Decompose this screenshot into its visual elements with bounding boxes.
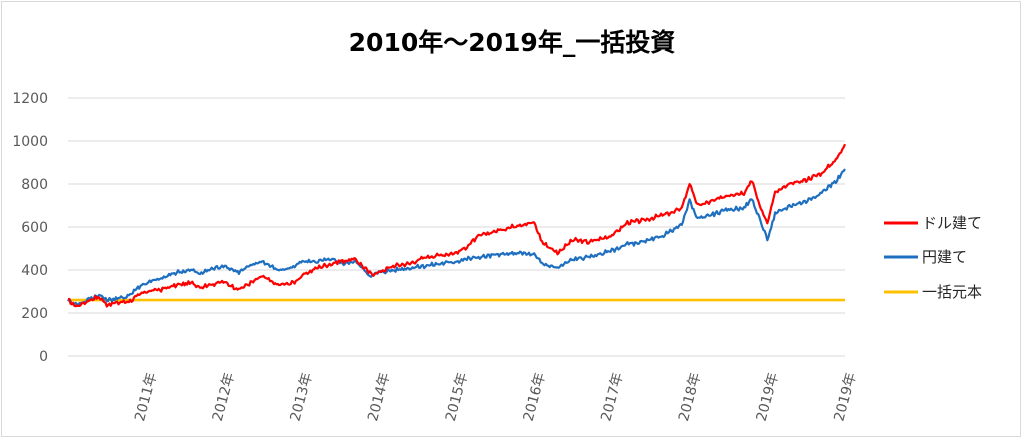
y-tick-label: 1200 (12, 91, 48, 107)
legend-label-dollar: ドル建て (922, 214, 982, 232)
x-axis: 2011年 2012年 2013年 2014年 2015年 2016年 2017年 2018年… (132, 371, 860, 423)
y-tick-label: 600 (21, 220, 48, 236)
x-tick-label: 2016年 (521, 371, 549, 423)
y-axis: 0 200 400 600 800 1000 1200 (12, 91, 48, 365)
x-tick-label: 2017年 (598, 371, 626, 423)
y-tick-label: 400 (21, 263, 48, 279)
legend-label-principal: 一括元本 (922, 283, 982, 301)
y-tick-label: 800 (21, 177, 48, 193)
x-tick-label: 2012年 (210, 371, 238, 423)
y-tick-label: 200 (21, 306, 48, 322)
x-tick-label: 2013年 (288, 371, 316, 423)
x-tick-label: 2019年 (831, 371, 859, 423)
grid-layer (68, 97, 845, 357)
legend-label-yen: 円建て (922, 248, 967, 266)
x-tick-label: 2018年 (676, 371, 704, 423)
series-line-dollar (67, 143, 847, 308)
y-tick-label: 0 (39, 349, 48, 365)
y-tick-label: 1000 (12, 134, 48, 150)
series-layer (67, 143, 847, 308)
x-tick-label: 2014年 (365, 371, 393, 423)
x-tick-label: 2019年 (754, 371, 782, 423)
x-tick-label: 2011年 (132, 371, 160, 423)
series-line-yen (67, 168, 846, 306)
chart-title: 2010年～2019年_一括投資 (349, 28, 676, 57)
x-tick-label: 2015年 (443, 371, 471, 423)
